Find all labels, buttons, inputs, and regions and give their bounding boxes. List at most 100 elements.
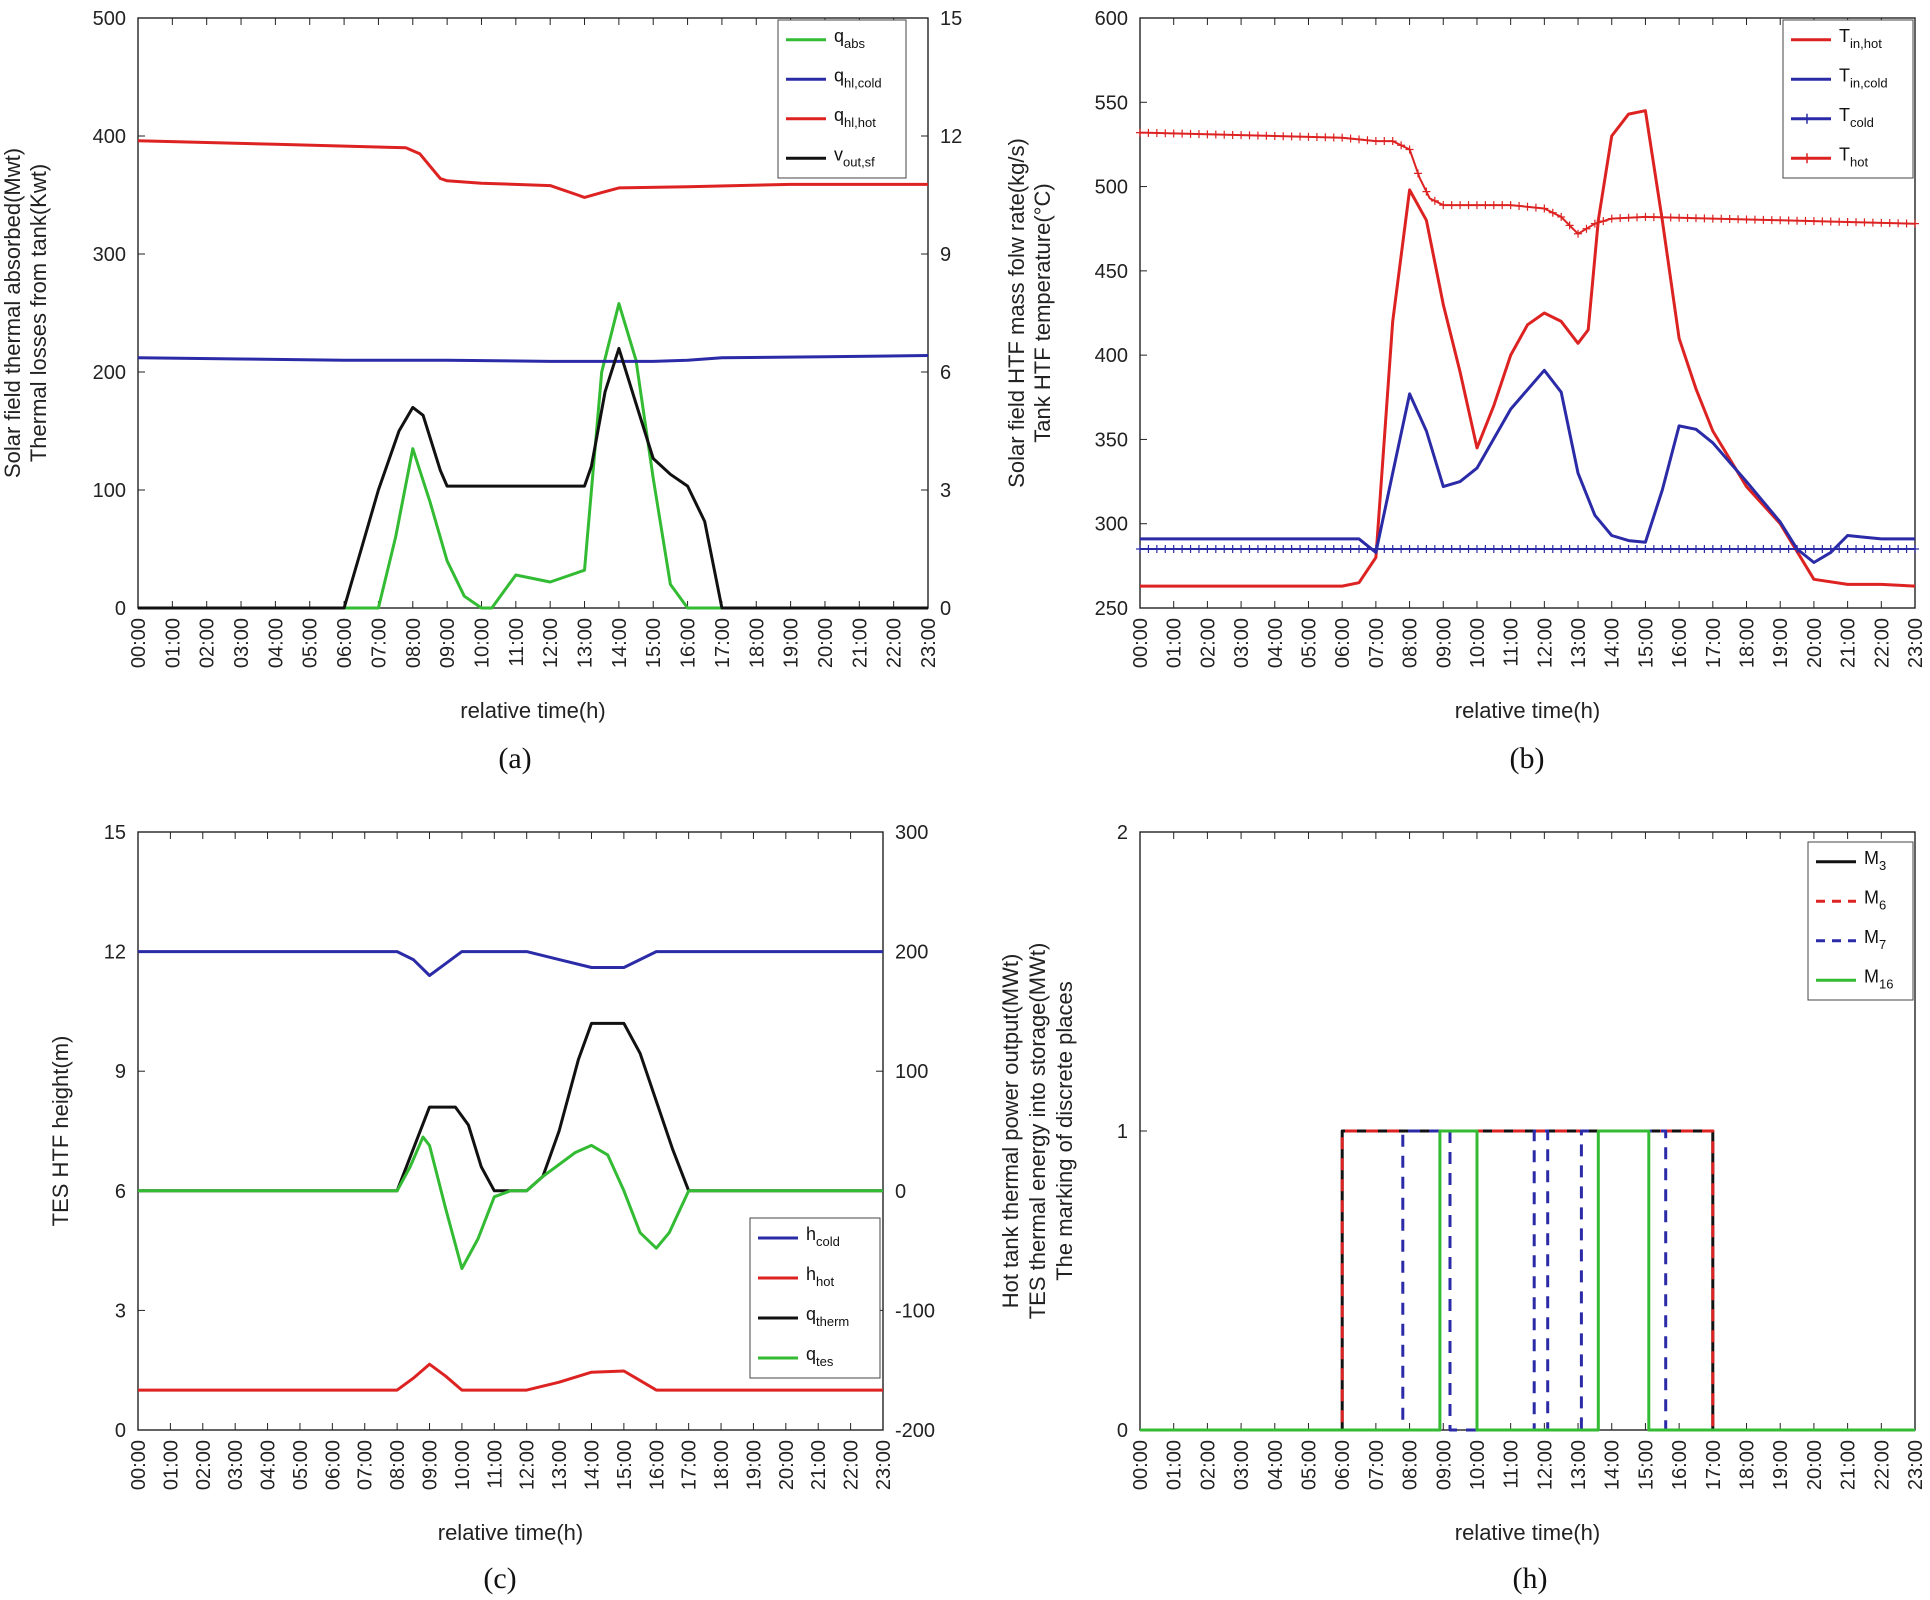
x-tick-label: 23:00 <box>1905 1440 1927 1490</box>
series-marker <box>1413 545 1422 553</box>
x-tick-label: 06:00 <box>1332 1440 1354 1490</box>
series-marker <box>1809 217 1818 226</box>
x-tick-label: 13:00 <box>1568 618 1590 668</box>
y-tick-label-left: 15 <box>104 822 126 844</box>
series-marker <box>1818 217 1827 226</box>
legend-label-sub: hl,cold <box>844 75 882 90</box>
series-marker <box>1371 137 1380 146</box>
x-tick-label: 01:00 <box>1164 618 1186 668</box>
y-tick-label-left: 300 <box>93 244 126 266</box>
series-marker <box>1405 145 1414 154</box>
x-tick-label: 07:00 <box>368 618 390 668</box>
plot-area-a <box>137 17 929 609</box>
x-tick-label: 12:00 <box>540 618 562 668</box>
series-marker <box>1809 545 1818 553</box>
series-marker <box>1312 133 1321 142</box>
y-tick-label-left: 6 <box>115 1181 126 1203</box>
x-tick-label: 01:00 <box>160 1440 182 1490</box>
series-marker <box>1641 212 1650 221</box>
series-line-M-16 <box>1140 1129 1915 1432</box>
x-tick-label: 02:00 <box>193 1440 215 1490</box>
series-marker <box>1194 130 1203 139</box>
legend-label-main: h <box>806 1224 816 1244</box>
x-tick-label: 16:00 <box>678 618 700 668</box>
y-tick-label-right: 0 <box>895 1181 906 1203</box>
series-marker <box>1228 545 1237 553</box>
x-tick-label: 06:00 <box>322 1440 344 1490</box>
series-marker <box>1262 131 1271 140</box>
x-tick-label: 02:00 <box>197 618 219 668</box>
x-tick-label: 22:00 <box>841 1440 863 1490</box>
x-tick-label: 05:00 <box>290 1440 312 1490</box>
series-marker <box>1548 545 1557 553</box>
series-marker <box>1481 201 1490 210</box>
series-marker <box>1902 545 1911 553</box>
legend-label: Thot <box>1839 144 1868 169</box>
x-tick-label: 04:00 <box>1265 618 1287 668</box>
legend-label: qtherm <box>806 1304 849 1329</box>
y-axis-label: Tank HTF temperature(°C) <box>1030 183 1055 442</box>
x-tick-label: 04:00 <box>258 1440 280 1490</box>
caption-c: (c) <box>483 1562 516 1595</box>
series-marker <box>1498 545 1507 553</box>
series-marker <box>1691 545 1700 553</box>
legend-marker <box>1802 113 1812 124</box>
legend-label: M3 <box>1864 848 1886 873</box>
x-tick-label: 17:00 <box>679 1440 701 1490</box>
x-tick-label: 20:00 <box>815 618 837 668</box>
series-marker <box>1624 213 1633 222</box>
series-marker <box>1700 545 1709 553</box>
series-marker <box>1633 545 1642 553</box>
y-tick-label-left: 500 <box>93 8 126 30</box>
series-marker <box>1355 135 1364 144</box>
legend-label-sub: hot <box>816 1274 834 1289</box>
y-tick-label-right: -200 <box>895 1420 935 1442</box>
y-tick-label-right: 15 <box>940 8 962 30</box>
series-marker <box>1346 545 1355 553</box>
series-marker <box>1658 213 1667 222</box>
series-marker <box>1287 132 1296 141</box>
series-marker <box>1447 201 1456 210</box>
legend-label: M16 <box>1864 966 1893 991</box>
legend-label: vout,sf <box>834 144 875 169</box>
legend-label: qtes <box>806 1344 834 1369</box>
legend-box-c <box>749 1217 881 1379</box>
series-marker <box>1245 545 1254 553</box>
series-marker <box>1793 545 1802 553</box>
x-tick-label: 15:00 <box>643 618 665 668</box>
x-tick-label: 03:00 <box>1231 1440 1253 1490</box>
x-tick-label: 09:00 <box>1433 1440 1455 1490</box>
series-marker <box>1540 204 1549 213</box>
y-tick-label-left: 12 <box>104 942 126 964</box>
series-line-q-hl-cold <box>137 354 929 363</box>
y-tick-label-right: 12 <box>940 126 962 148</box>
series-marker <box>1708 545 1717 553</box>
legend-label: hhot <box>806 1264 834 1289</box>
series-marker <box>1742 545 1751 553</box>
x-tick-label: 05:00 <box>1298 1440 1320 1490</box>
series-marker <box>1658 545 1667 553</box>
series-marker <box>1481 545 1490 553</box>
series-marker <box>1582 224 1591 233</box>
series-marker <box>1363 136 1372 145</box>
series-line-T-in-cold <box>1140 368 1915 564</box>
series-marker <box>1506 201 1515 210</box>
y-tick-label-left: 350 <box>1095 429 1128 451</box>
legend-label: Tcold <box>1839 105 1874 130</box>
x-tick-label: 12:00 <box>1534 618 1556 668</box>
chart-panel-b: (b) 00:00 01:00 02:00 03:00 04:00 05:00 06:00 0… <box>1004 8 1927 775</box>
series-marker <box>1203 130 1212 139</box>
x-axis-label: relative time(h) <box>460 698 605 723</box>
x-axis-label: relative time(h) <box>1455 698 1600 723</box>
legend-label-sub: cold <box>1850 115 1874 130</box>
series-marker <box>1270 545 1279 553</box>
y-axis-label: The marking of discrete places <box>1052 981 1077 1281</box>
series-marker <box>1784 216 1793 225</box>
y-tick-label-left: 550 <box>1095 92 1128 114</box>
series-marker <box>1590 219 1599 228</box>
series-marker <box>1616 545 1625 553</box>
series-marker <box>1253 545 1262 553</box>
series-marker <box>1894 545 1903 553</box>
y-tick-label-left: 250 <box>1095 598 1128 620</box>
x-tick-label: 23:00 <box>918 618 940 668</box>
